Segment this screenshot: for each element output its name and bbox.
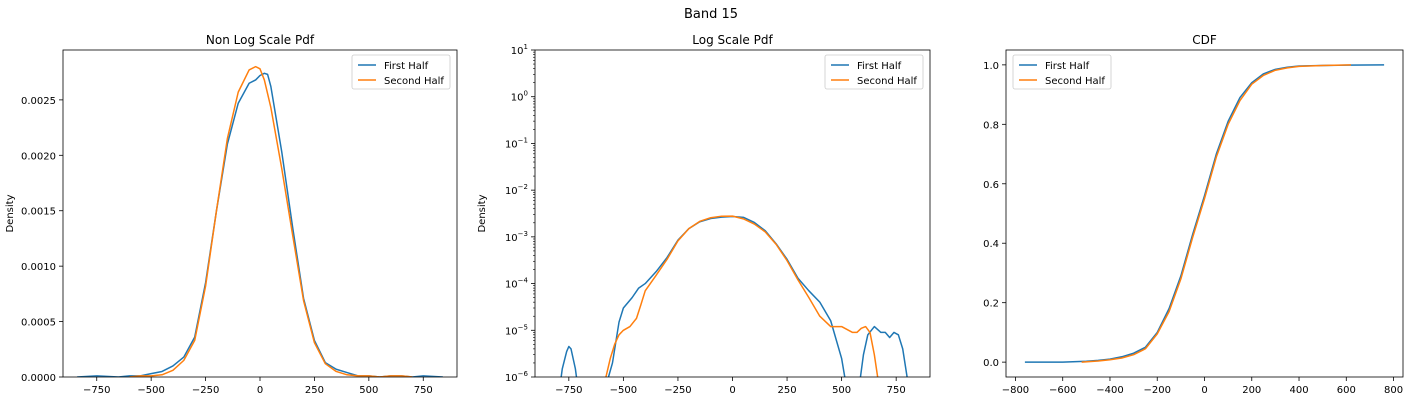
legend-label: First Half (1045, 61, 1090, 72)
x-tick-label: 750 (887, 385, 906, 396)
subplot-title: Log Scale Pdf (692, 33, 773, 47)
x-tick-label: 0 (257, 385, 263, 396)
legend-box (351, 54, 451, 90)
x-tick-label: −200 (1144, 385, 1171, 396)
y-tick-label: 10−1 (505, 136, 528, 150)
subplot-2: −750 −500 −250 0 250 500 750 10−6 10−5 10−4 10−3 10… (477, 33, 931, 396)
series-line-second-half (605, 215, 879, 377)
series-line-second-half (1081, 64, 1352, 363)
axes-frame (1005, 49, 1404, 378)
x-tick-label: −400 (1096, 385, 1123, 396)
series-line-second-half (129, 65, 413, 377)
y-tick-label: 10−2 (505, 183, 528, 197)
legend-label: Second Half (857, 76, 917, 87)
x-tick-label: 0 (729, 385, 735, 396)
legend-label: Second Half (384, 76, 444, 87)
x-tick-label: −750 (83, 385, 110, 396)
x-tick-label: −800 (1002, 385, 1029, 396)
y-tick-label: 0.8 (983, 120, 999, 131)
x-tick-label: 500 (832, 385, 851, 396)
series-line-first-half (1024, 64, 1385, 363)
y-tick-label: 0.0010 (21, 262, 56, 273)
y-tick-label: 0.4 (983, 239, 999, 250)
y-tick-label: 1.0 (983, 61, 999, 72)
x-tick-label: 200 (1242, 385, 1261, 396)
series-line-first-half (560, 215, 908, 377)
legend: First Half Second Half (351, 54, 451, 90)
x-tick-label: −500 (610, 385, 637, 396)
y-tick-label: 10−4 (505, 277, 529, 291)
y-tick-label: 0.0000 (21, 373, 56, 384)
figure-title: Band 15 (684, 7, 738, 22)
axes-frame (534, 49, 931, 378)
legend: First Half Second Half (824, 54, 924, 90)
legend-label: First Half (857, 61, 902, 72)
x-tick-label: 750 (414, 385, 433, 396)
axes-frame (62, 49, 458, 378)
y-tick-label: 101 (511, 43, 528, 57)
x-tick-label: −750 (555, 385, 582, 396)
subplot-1: −750 −500 −250 0 250 500 750 0.0000 0.0005 0.0010… (5, 33, 458, 396)
x-tick-label: 600 (1337, 385, 1356, 396)
legend-box (1012, 54, 1112, 90)
y-axis-label: Density (477, 194, 488, 232)
y-tick-label: 0.0025 (21, 96, 56, 107)
x-tick-label: 0 (1201, 385, 1207, 396)
x-tick-label: 250 (305, 385, 324, 396)
legend-label: Second Half (1045, 76, 1105, 87)
x-tick-label: −500 (137, 385, 164, 396)
legend-label: First Half (384, 61, 429, 72)
y-tick-label: 10−6 (505, 370, 529, 384)
x-tick-label: 800 (1384, 385, 1403, 396)
series-line-first-half (77, 72, 443, 377)
x-tick-label: −250 (192, 385, 219, 396)
subplot-title: Non Log Scale Pdf (206, 33, 315, 47)
subplot-3: −800 −600 −400 −200 0 200 400 600 800 0.0 0.2 0.4 0.… (983, 33, 1404, 396)
y-tick-label: 0.0 (983, 358, 999, 369)
y-tick-label: 0.6 (983, 180, 999, 191)
y-tick-label: 0.0020 (21, 151, 56, 162)
y-tick-label: 0.2 (983, 299, 999, 310)
legend: First Half Second Half (1012, 54, 1112, 90)
y-tick-label: 100 (511, 90, 528, 104)
y-tick-label: 10−3 (505, 230, 528, 244)
x-tick-label: 500 (359, 385, 378, 396)
subplot-title: CDF (1192, 33, 1217, 47)
y-tick-label: 0.0005 (21, 318, 56, 329)
legend-box (824, 54, 924, 90)
y-tick-label: 10−5 (505, 323, 528, 337)
x-tick-label: 400 (1289, 385, 1308, 396)
x-tick-label: 250 (778, 385, 797, 396)
y-axis-label: Density (5, 194, 16, 232)
x-tick-label: −250 (664, 385, 691, 396)
y-tick-label: 0.0015 (21, 207, 56, 218)
x-tick-label: −600 (1049, 385, 1076, 396)
